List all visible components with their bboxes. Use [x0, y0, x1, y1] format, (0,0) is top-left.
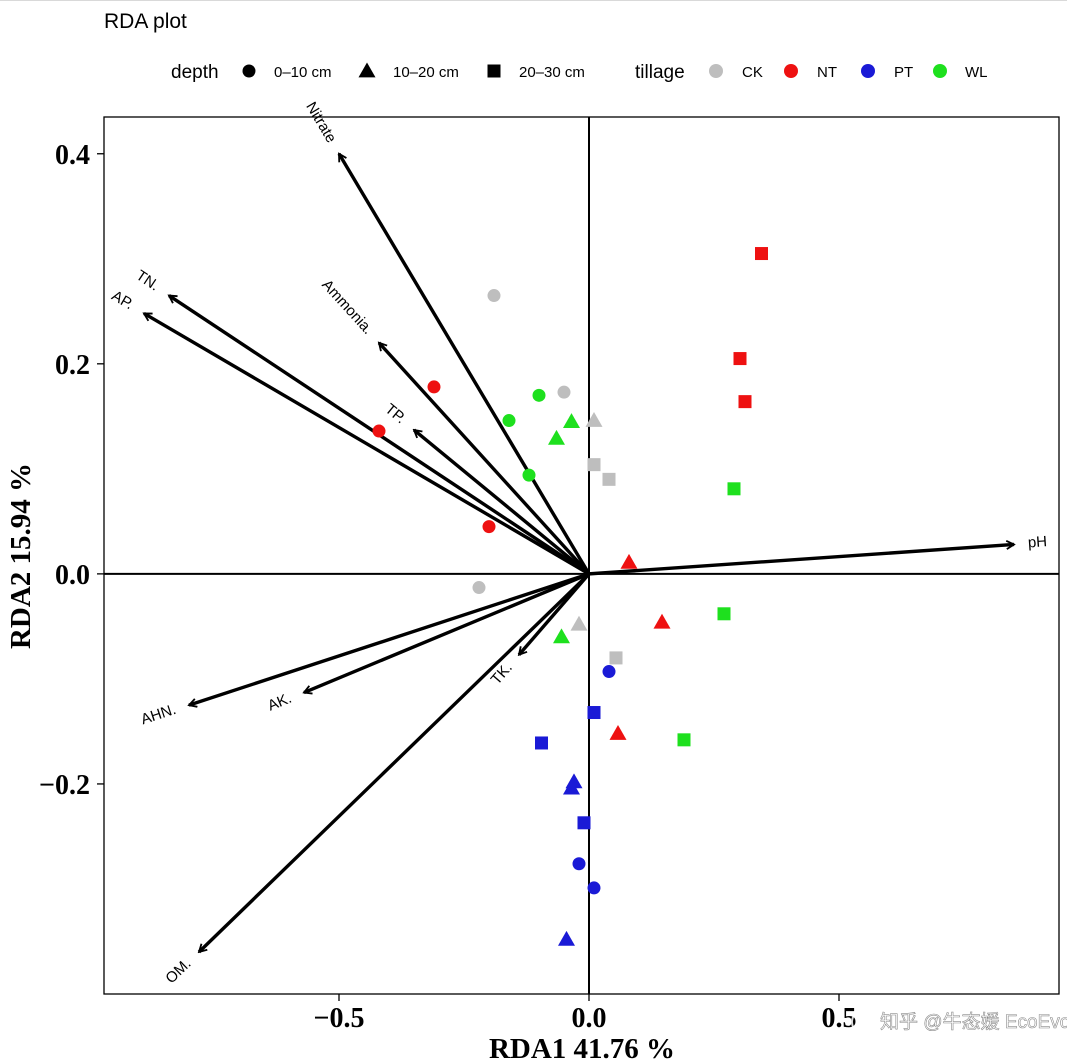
- point-ck: [587, 458, 601, 472]
- point-ck: [602, 472, 616, 486]
- point-wl: [548, 429, 565, 445]
- point-pt: [563, 779, 580, 795]
- axes: −0.5 0.0 0.5 −0.2 0.0 0.2 0.4: [39, 117, 1059, 1034]
- legend-tillage-key: [861, 64, 875, 78]
- biplot-arrows: Nitrate TN.AP. Ammonia. TP. pH TK. AK. AHN. OM.: [109, 99, 1048, 987]
- point-pt: [587, 881, 601, 895]
- x-axis-label: RDA1 41.76 %: [489, 1033, 675, 1063]
- point-nt: [653, 613, 671, 629]
- point-pt: [572, 857, 586, 871]
- y-tick-label: 0.2: [55, 350, 90, 381]
- arrow-label: AK.: [265, 690, 294, 715]
- legend-depth-title: depth: [171, 62, 219, 83]
- y-tick-label: −0.2: [39, 770, 90, 801]
- point-pt: [558, 930, 575, 946]
- point-wl: [522, 468, 536, 482]
- point-pt: [602, 665, 616, 679]
- point-ck: [472, 581, 486, 595]
- legend-tillage-key: [709, 64, 723, 78]
- point-wl: [727, 482, 741, 496]
- point-nt: [620, 553, 638, 569]
- point-nt: [733, 352, 747, 366]
- legend-depth-label: 0–10 cm: [274, 64, 332, 81]
- point-nt: [427, 380, 441, 394]
- watermark: 知乎 @牛态媛 EcoEvoPhyto: [851, 1009, 1067, 1035]
- point-wl: [553, 628, 570, 644]
- legend-tillage-label: PT: [894, 64, 913, 81]
- arrow-ak: [304, 572, 590, 693]
- point-ck: [570, 615, 588, 631]
- arrow-nitrate: [337, 154, 591, 575]
- point-nt: [372, 424, 386, 438]
- arrow-ammonia: [379, 343, 591, 576]
- y-tick-label: 0.0: [55, 560, 90, 591]
- arrow-om: [199, 572, 591, 952]
- plot-panel-border: [103, 116, 1060, 995]
- arrow-ap: [144, 311, 590, 576]
- point-wl: [717, 607, 731, 621]
- legend-tillage-label: NT: [817, 64, 837, 81]
- x-tick-label: 0.0: [572, 1003, 607, 1034]
- legend-depth-label: 20–30 cm: [519, 64, 585, 81]
- point-wl: [677, 733, 691, 747]
- x-tick-label: −0.5: [314, 1003, 365, 1034]
- arrow-label: TP.: [382, 401, 409, 428]
- point-pt: [587, 706, 601, 720]
- point-ck: [585, 412, 603, 427]
- point-wl: [502, 414, 516, 428]
- arrow-ahn: [189, 572, 590, 705]
- point-nt: [609, 725, 627, 740]
- point-ck: [609, 651, 623, 665]
- legend-depth-label: 10–20 cm: [393, 64, 459, 81]
- legend-tillage-label: WL: [965, 64, 988, 81]
- legend-tillage-key: [933, 64, 947, 78]
- point-nt: [738, 395, 752, 409]
- point-wl: [563, 413, 580, 428]
- arrow-label: pH: [1027, 533, 1047, 551]
- point-pt: [535, 736, 548, 750]
- sample-points: [372, 247, 768, 946]
- legend: depth 0–10 cm 10–20 cm 20–30 cm tillage CK NT P…: [171, 62, 988, 83]
- legend-depth-key: [358, 62, 376, 78]
- arrow-label: Nitrate: [302, 99, 339, 146]
- arrow-ph: [588, 544, 1014, 576]
- y-tick-label: 0.4: [55, 140, 90, 171]
- arrow-label: Ammonia.: [318, 276, 376, 337]
- legend-tillage-title: tillage: [635, 62, 685, 83]
- arrow-label: AHN.: [139, 701, 178, 728]
- y-axis-label: RDA2 15.94 %: [5, 463, 37, 649]
- watermark-text: 知乎 @牛态媛 EcoEvoPhyto: [880, 1011, 1067, 1033]
- legend-depth-key: [487, 64, 501, 78]
- point-ck: [557, 385, 571, 399]
- point-nt: [482, 520, 496, 534]
- arrow-tp: [414, 428, 591, 576]
- arrow-label: TN.: [133, 267, 163, 295]
- x-tick-label: 0.5: [822, 1003, 857, 1034]
- point-pt: [577, 816, 591, 830]
- chart-title: RDA plot: [104, 10, 187, 33]
- legend-depth-key: [242, 64, 256, 78]
- legend-tillage-label: CK: [742, 64, 763, 81]
- arrow-label: TK.: [488, 659, 516, 688]
- legend-tillage-key: [784, 64, 798, 78]
- arrow-label: AP.: [109, 287, 137, 313]
- point-nt: [755, 247, 768, 261]
- top-divider-line: [0, 0, 1067, 1]
- point-wl: [532, 388, 546, 402]
- point-ck: [487, 289, 501, 303]
- arrow-label: OM.: [162, 955, 194, 987]
